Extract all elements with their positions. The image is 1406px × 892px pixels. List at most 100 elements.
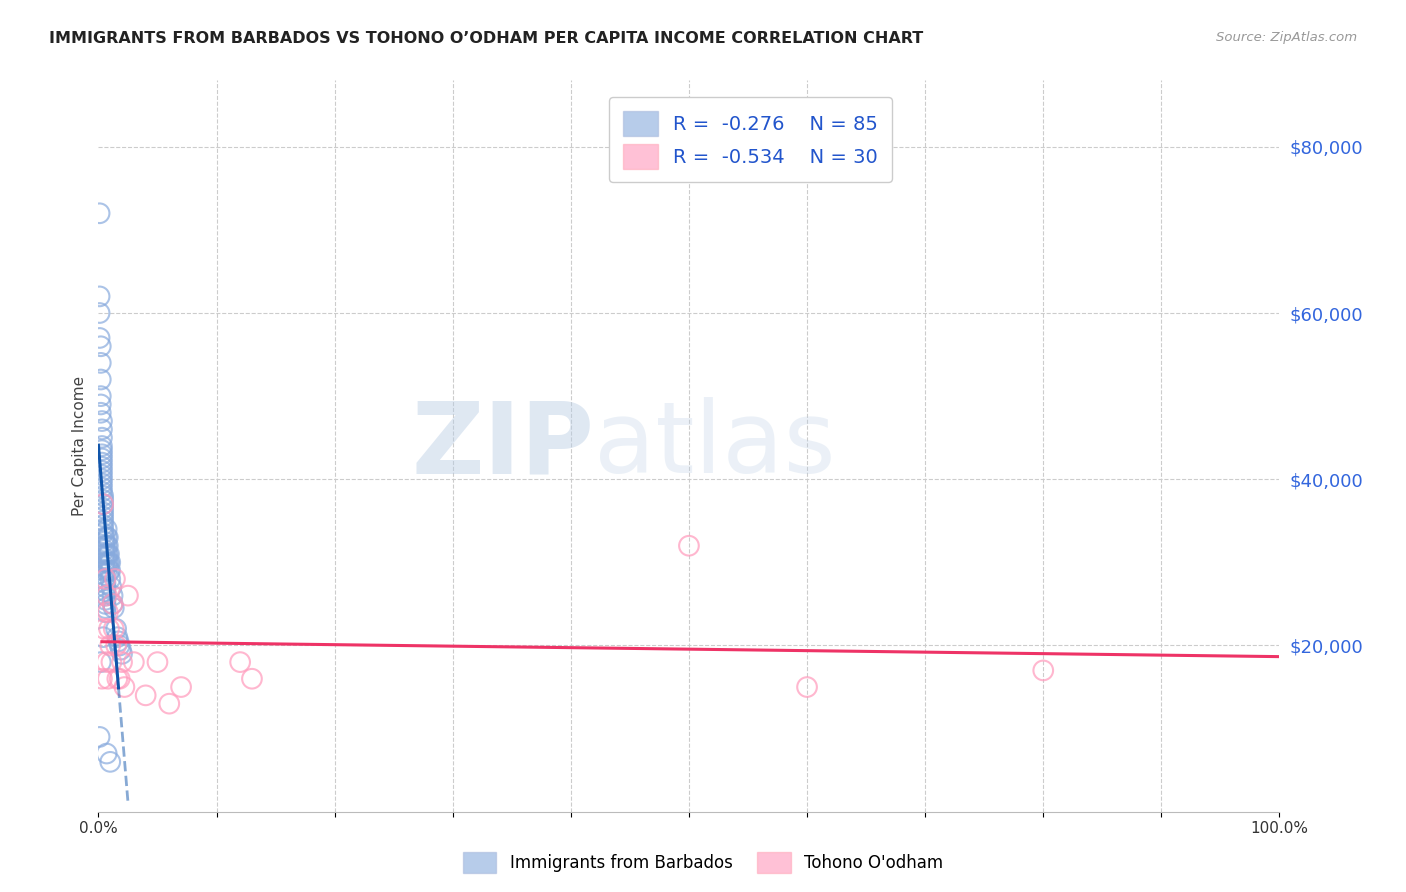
Y-axis label: Per Capita Income: Per Capita Income [72, 376, 87, 516]
Point [93, 530, 115, 544]
Text: ZIP: ZIP [412, 398, 595, 494]
Point [1032, 664, 1054, 678]
Point [91, 518, 114, 533]
Point [94, 592, 117, 607]
Point [91, 439, 114, 453]
Point [91, 497, 114, 511]
Point [108, 639, 131, 653]
Point [96, 655, 118, 669]
Point [96, 555, 118, 569]
Legend: Immigrants from Barbados, Tohono O'odham: Immigrants from Barbados, Tohono O'odham [456, 846, 950, 880]
Point [90, 389, 112, 403]
Point [91, 522, 114, 536]
Point [93, 547, 115, 561]
Point [91, 414, 114, 428]
Point [94, 605, 117, 619]
Point [93, 622, 115, 636]
Point [91, 472, 114, 486]
Point [91, 481, 114, 495]
Point [91, 422, 114, 436]
Point [93, 534, 115, 549]
Point [93, 572, 115, 586]
Point [91, 459, 114, 474]
Point [117, 589, 139, 603]
Point [89, 206, 111, 220]
Point [89, 306, 111, 320]
Point [97, 547, 120, 561]
Point [91, 443, 114, 458]
Point [91, 447, 114, 461]
Point [170, 680, 193, 694]
Point [229, 655, 252, 669]
Point [91, 526, 114, 541]
Point [89, 331, 111, 345]
Point [97, 555, 120, 569]
Point [91, 493, 114, 508]
Point [97, 605, 120, 619]
Point [93, 564, 115, 578]
Text: atlas: atlas [595, 398, 837, 494]
Point [100, 655, 122, 669]
Point [91, 509, 114, 524]
Point [135, 689, 157, 703]
Point [107, 634, 129, 648]
Point [94, 580, 117, 594]
Point [90, 655, 112, 669]
Point [103, 601, 125, 615]
Point [93, 567, 115, 582]
Point [108, 672, 131, 686]
Point [91, 672, 114, 686]
Point [97, 530, 120, 544]
Point [98, 639, 121, 653]
Point [91, 464, 114, 478]
Point [96, 522, 118, 536]
Point [91, 456, 114, 470]
Point [100, 580, 122, 594]
Point [101, 597, 124, 611]
Point [94, 572, 117, 586]
Point [90, 372, 112, 386]
Point [91, 506, 114, 520]
Point [91, 431, 114, 445]
Point [112, 680, 135, 694]
Point [96, 564, 118, 578]
Point [105, 622, 128, 636]
Point [96, 747, 118, 761]
Point [94, 589, 117, 603]
Point [90, 406, 112, 420]
Point [96, 589, 118, 603]
Point [91, 489, 114, 503]
Point [146, 655, 169, 669]
Point [796, 680, 818, 694]
Point [110, 642, 132, 657]
Point [91, 476, 114, 491]
Point [91, 484, 114, 499]
Point [93, 559, 115, 574]
Point [101, 597, 124, 611]
Text: IMMIGRANTS FROM BARBADOS VS TOHONO O’ODHAM PER CAPITA INCOME CORRELATION CHART: IMMIGRANTS FROM BARBADOS VS TOHONO O’ODH… [49, 31, 924, 46]
Point [98, 755, 121, 769]
Point [104, 572, 127, 586]
Legend: R =  -0.276    N = 85, R =  -0.534    N = 30: R = -0.276 N = 85, R = -0.534 N = 30 [609, 97, 891, 182]
Point [94, 584, 117, 599]
Point [98, 547, 121, 561]
Point [90, 356, 112, 370]
Point [93, 542, 115, 557]
Point [157, 697, 180, 711]
Point [91, 468, 114, 483]
Point [98, 555, 121, 569]
Point [89, 730, 111, 744]
Point [91, 451, 114, 466]
Text: Source: ZipAtlas.com: Source: ZipAtlas.com [1216, 31, 1357, 45]
Point [105, 630, 128, 644]
Point [98, 622, 121, 636]
Point [98, 572, 121, 586]
Point [96, 547, 118, 561]
Point [101, 589, 124, 603]
Point [122, 655, 145, 669]
Point [97, 672, 120, 686]
Point [90, 339, 112, 353]
Point [103, 622, 125, 636]
Point [91, 497, 114, 511]
Point [105, 672, 128, 686]
